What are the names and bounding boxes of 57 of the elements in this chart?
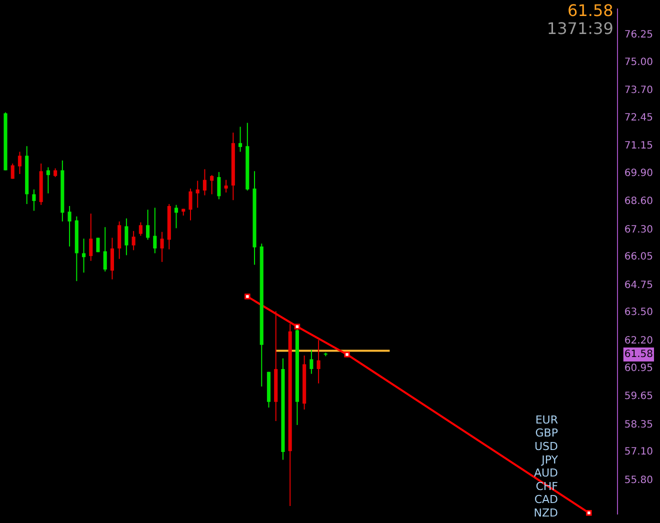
y-tick-label: 76.25 bbox=[624, 30, 654, 41]
y-tick-label: 60.95 bbox=[624, 362, 654, 374]
y-tick-label: 62.20 bbox=[624, 336, 654, 347]
annotation: USD bbox=[534, 440, 558, 453]
y-tick-label: 68.60 bbox=[624, 196, 654, 208]
annotation: GBP bbox=[535, 426, 558, 440]
candlestick bbox=[89, 213, 93, 262]
y-tick-label: 67.30 bbox=[624, 224, 654, 236]
y-tick-label: 75.00 bbox=[624, 56, 654, 68]
candlestick bbox=[310, 349, 314, 374]
candlestick bbox=[202, 168, 206, 196]
candlestick bbox=[18, 151, 22, 174]
y-tick-label: 55.80 bbox=[624, 474, 654, 486]
y-tick-label: 71.15 bbox=[624, 140, 654, 152]
candlestick bbox=[217, 172, 221, 200]
y-tick-label: 59.65 bbox=[624, 391, 654, 402]
candlestick bbox=[196, 180, 200, 208]
candlestick bbox=[132, 230, 136, 251]
candlestick bbox=[124, 218, 128, 256]
annotation: JPY bbox=[540, 453, 558, 466]
annotation: 61.58 bbox=[568, 1, 614, 20]
y-tick-label: 58.35 bbox=[624, 419, 654, 430]
point bbox=[294, 324, 300, 330]
y-tick-label: 69.90 bbox=[624, 168, 654, 179]
point bbox=[586, 510, 592, 516]
candlestick bbox=[82, 238, 86, 274]
candlestick bbox=[68, 205, 72, 247]
y-tick-label: 64.75 bbox=[624, 280, 654, 292]
annotation: NZD bbox=[534, 506, 558, 520]
candlestick bbox=[153, 207, 157, 254]
candlestick bbox=[118, 220, 122, 260]
candlestick bbox=[210, 174, 214, 195]
candlestick bbox=[110, 237, 114, 280]
candlestick bbox=[46, 166, 50, 194]
candlestick bbox=[238, 126, 242, 152]
point bbox=[244, 294, 250, 300]
annotation: 1371:39 bbox=[546, 19, 614, 38]
candlestick bbox=[224, 179, 228, 193]
annotation: CAD bbox=[534, 493, 558, 506]
candlestick bbox=[160, 231, 164, 262]
y-tick-label: 73.70 bbox=[624, 85, 654, 96]
annotation: EUR bbox=[535, 413, 558, 426]
y-tick-label: 57.10 bbox=[624, 446, 654, 458]
candlestick bbox=[146, 209, 150, 240]
annotation: AUD bbox=[534, 466, 558, 480]
candlestick bbox=[138, 222, 142, 236]
y-tick-label: 63.50 bbox=[624, 307, 654, 318]
y-tick-label: 61.58 bbox=[624, 349, 654, 360]
candlestick bbox=[174, 204, 178, 229]
candlestick bbox=[188, 188, 192, 221]
candlestick bbox=[10, 163, 14, 180]
y-tick-label: 72.45 bbox=[624, 112, 654, 124]
candlestick bbox=[103, 226, 107, 272]
point bbox=[344, 352, 350, 358]
candlestick bbox=[32, 188, 36, 212]
y-tick-label: 66.05 bbox=[624, 252, 654, 263]
candlestick bbox=[316, 340, 320, 384]
